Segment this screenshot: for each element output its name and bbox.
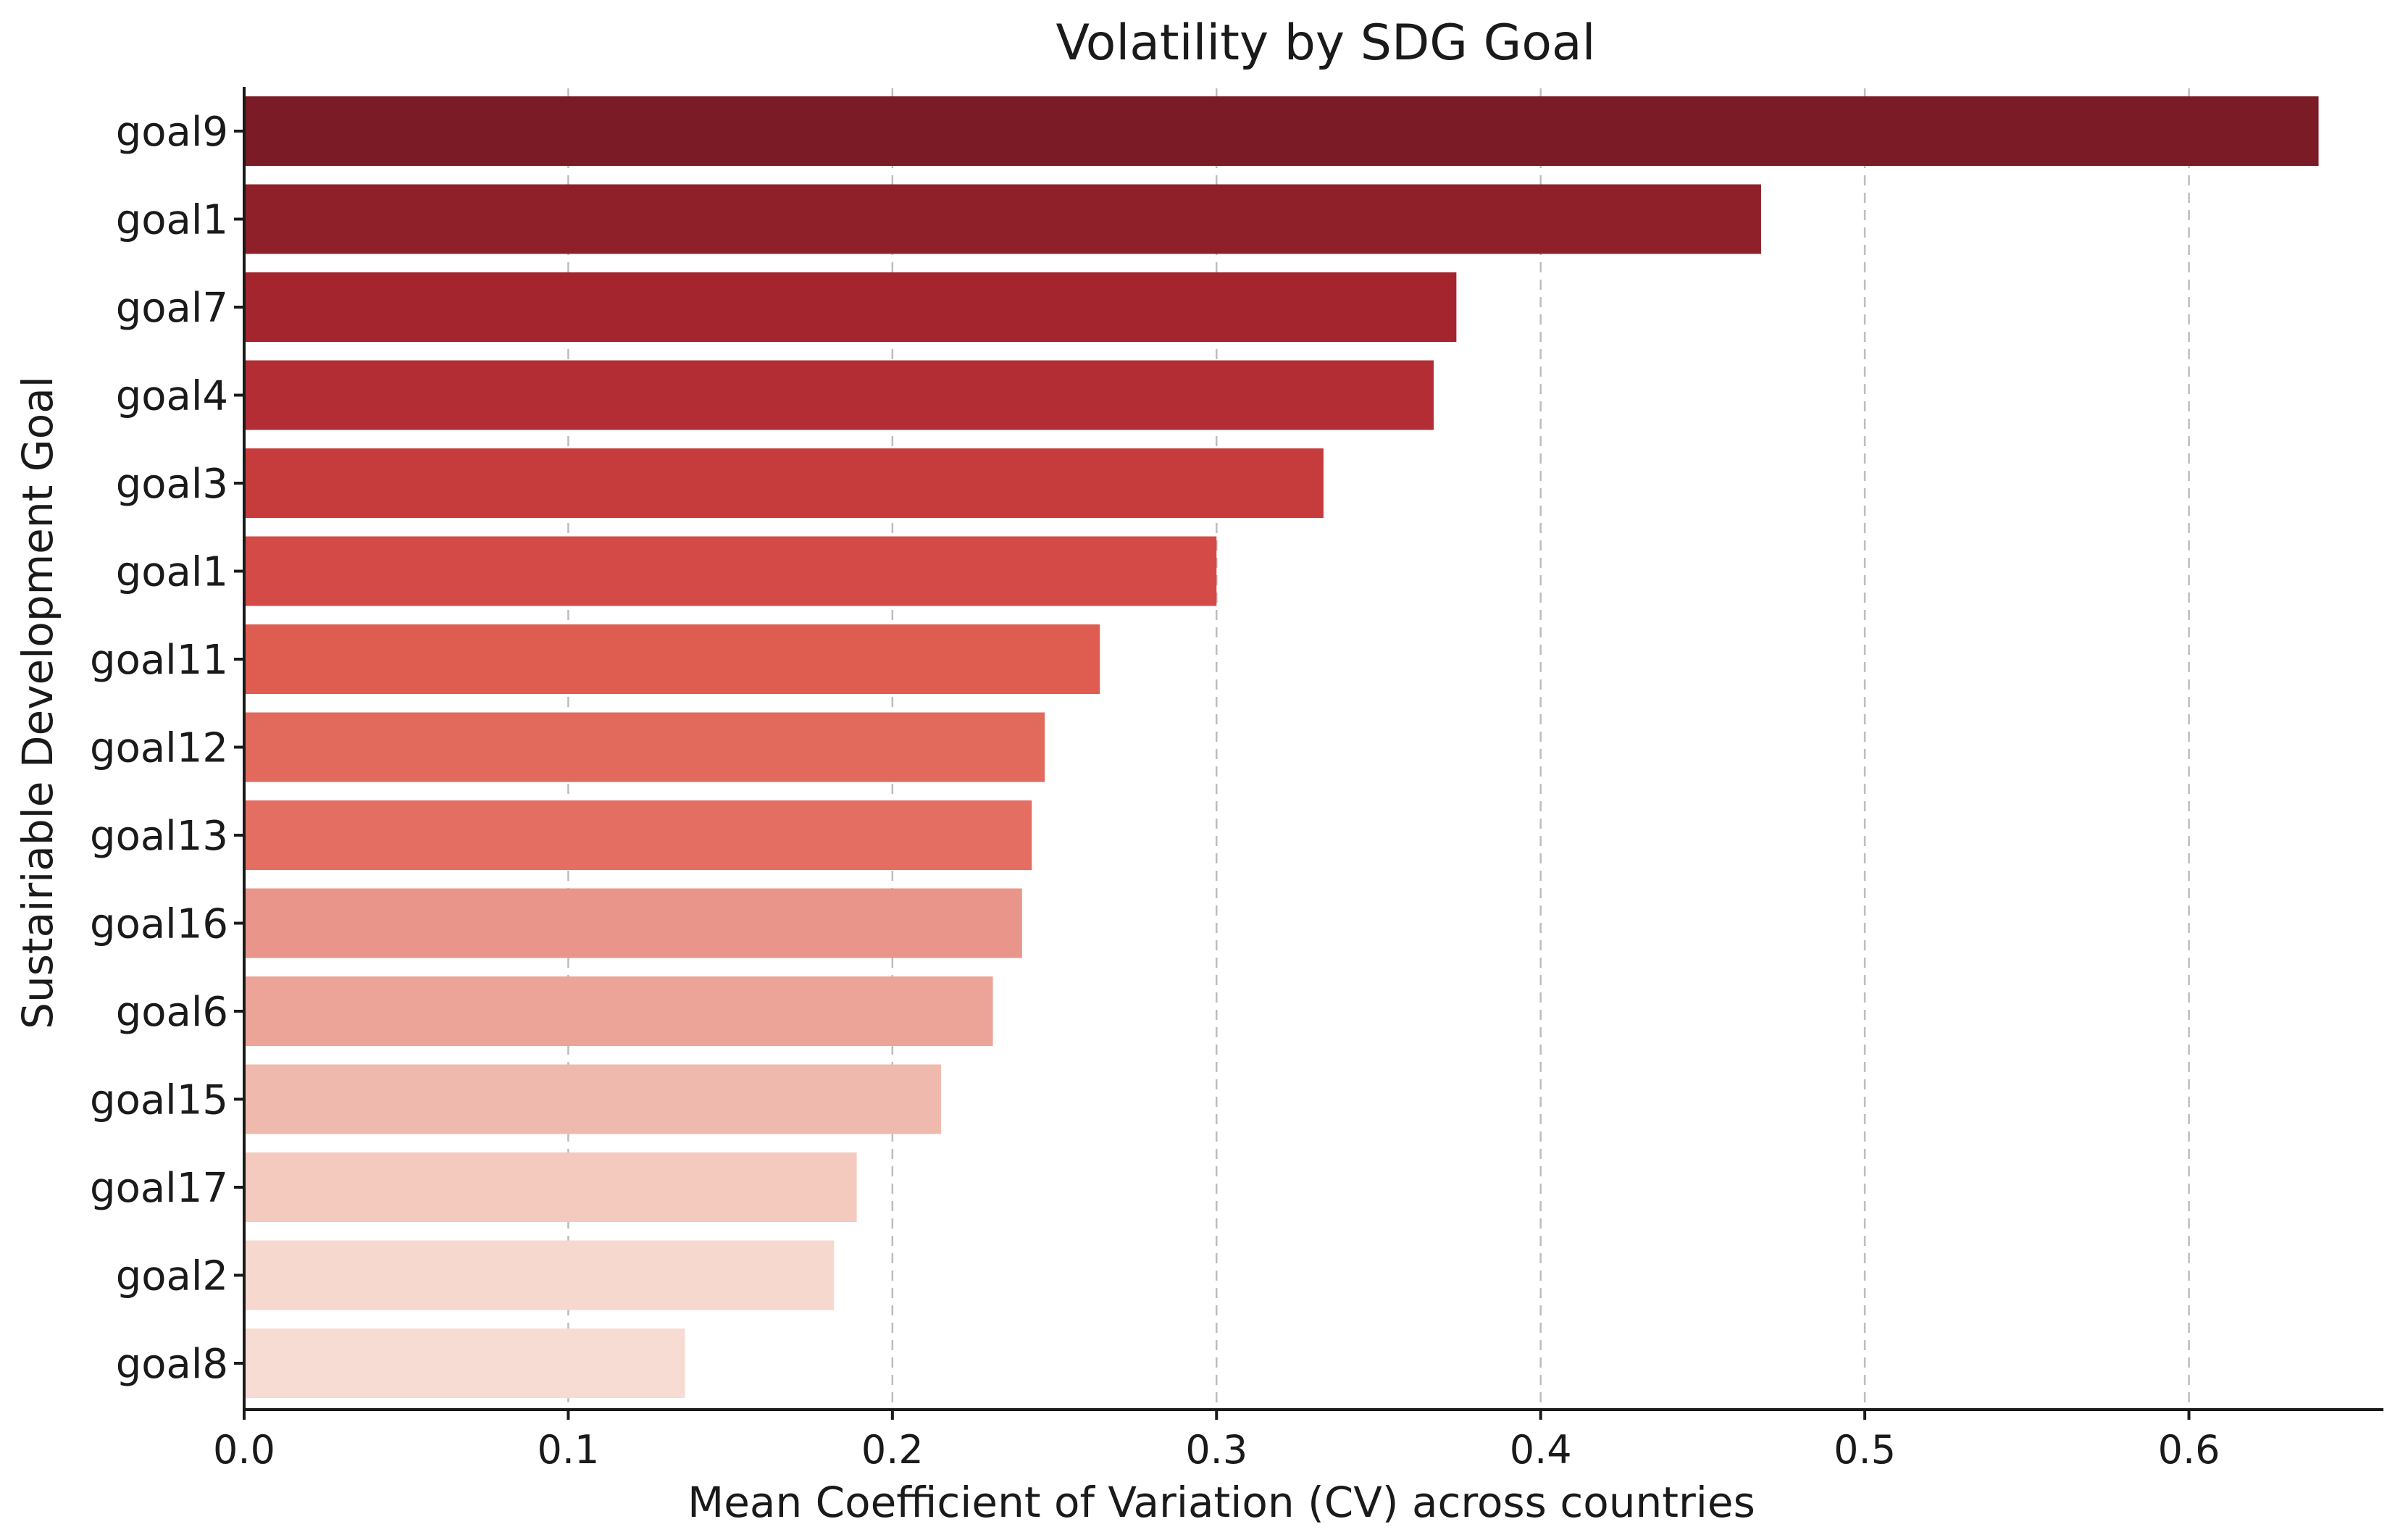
bar-goal6 xyxy=(244,976,993,1046)
y-tick-label: goal6 xyxy=(116,989,228,1036)
bar-goal7 xyxy=(244,272,1457,342)
bar-goal12 xyxy=(244,712,1045,782)
bar-goal15 xyxy=(244,1064,941,1134)
y-tick-label: goal15 xyxy=(90,1077,228,1124)
y-axis-label: Sustairiable Development Goal xyxy=(13,376,62,1029)
y-tick-label: goal1 xyxy=(116,197,228,244)
bar-goal17 xyxy=(244,1152,857,1222)
y-tick-label: goal4 xyxy=(116,373,228,420)
x-tick-label: 0.6 xyxy=(2158,1427,2220,1473)
bar-goal9 xyxy=(244,96,2319,166)
bar-goal2 xyxy=(244,1240,835,1310)
bars xyxy=(244,96,2319,1398)
y-tick-label: goal13 xyxy=(90,813,228,860)
axes xyxy=(234,87,2383,1420)
x-tick-label: 0.5 xyxy=(1834,1427,1896,1473)
x-tick-label: 0.4 xyxy=(1510,1427,1572,1473)
y-tick-label: goal16 xyxy=(90,901,228,948)
y-tick-label: goal2 xyxy=(116,1253,228,1300)
y-tick-label: goal9 xyxy=(116,109,228,156)
y-tick-label: goal11 xyxy=(90,637,228,684)
x-tick-labels: 0.0 0.1 0.2 0.3 0.4 0.5 0.6 xyxy=(213,1427,2220,1473)
y-tick-label: goal7 xyxy=(116,285,228,332)
bar-goal1 xyxy=(244,184,1761,254)
bar-goal16 xyxy=(244,888,1022,958)
bar-goal3 xyxy=(244,448,1324,518)
x-tick-label: 0.3 xyxy=(1185,1427,1247,1473)
bar-goal4 xyxy=(244,360,1434,430)
y-tick-label: goal8 xyxy=(116,1341,228,1388)
y-tick-label: goal17 xyxy=(90,1165,228,1212)
bar-goal13 xyxy=(244,800,1032,870)
y-tick-label: goal12 xyxy=(90,725,228,772)
y-tick-label: goal1 xyxy=(116,549,228,596)
x-tick-label: 0.2 xyxy=(861,1427,924,1473)
bar-goal1 xyxy=(244,536,1217,606)
y-tick-label: goal3 xyxy=(116,461,228,508)
y-tick-labels: goal9 goal1 goal7 goal4 goal3 goal1 goal11 goal… xyxy=(90,109,228,1388)
chart-title: Volatility by SDG Goal xyxy=(1056,14,1596,72)
x-tick-label: 0.0 xyxy=(213,1427,275,1473)
x-axis-label: Mean Coefficient of Variation (CV) acros… xyxy=(687,1478,1755,1527)
bar-goal8 xyxy=(244,1328,685,1398)
bar-goal11 xyxy=(244,624,1100,694)
x-tick-label: 0.1 xyxy=(537,1427,599,1473)
